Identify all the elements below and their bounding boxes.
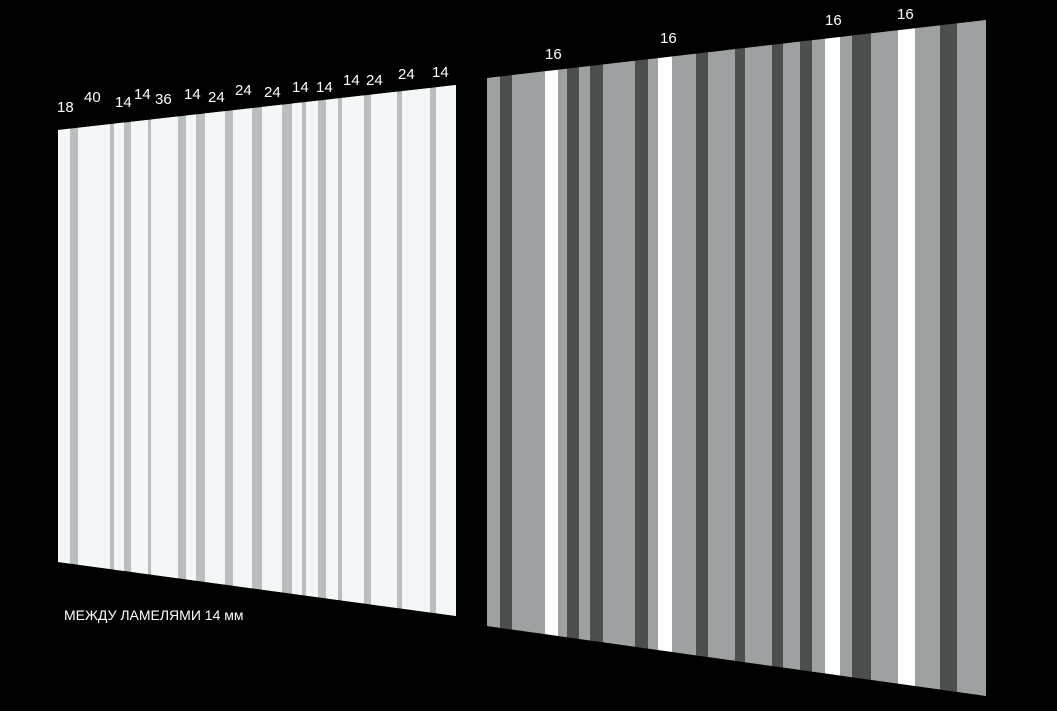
width-label: 14 xyxy=(134,86,151,103)
width-label: 24 xyxy=(398,66,415,83)
left-panel-slat xyxy=(114,122,124,571)
width-label: 14 xyxy=(292,79,309,96)
width-label: 24 xyxy=(235,82,252,99)
right-panel-slat xyxy=(772,43,782,668)
right-panel-slat xyxy=(812,38,825,674)
left-panel-slat xyxy=(78,124,110,570)
left-panel-slat xyxy=(233,108,252,589)
left-panel-slat xyxy=(371,91,397,608)
width-label: 24 xyxy=(264,84,281,101)
width-label: 40 xyxy=(84,89,101,106)
right-panel-slat xyxy=(735,48,745,663)
right-panel-slat xyxy=(672,53,696,656)
left-panel-slat xyxy=(151,116,178,579)
width-label: 14 xyxy=(432,64,449,81)
right-panel-slat xyxy=(648,58,658,650)
gap-label: 16 xyxy=(897,6,914,23)
right-panel-slat xyxy=(745,44,772,666)
right-panel-gap xyxy=(545,69,558,636)
right-panel-slat xyxy=(487,76,500,628)
left-panel-slat xyxy=(205,111,225,585)
gap-label: 16 xyxy=(825,12,842,29)
left-panel-slat xyxy=(306,100,318,598)
left-panel-slat xyxy=(402,87,430,613)
right-panel-slat xyxy=(567,67,578,639)
left-panel-slat xyxy=(131,119,148,575)
width-label: 24 xyxy=(366,72,383,89)
right-panel-slat xyxy=(500,75,512,630)
left-panel-slat xyxy=(292,102,302,596)
width-label: 18 xyxy=(57,99,74,116)
right-panel-slat xyxy=(940,23,955,692)
left-panel-slat xyxy=(262,104,282,593)
right-panel-gap xyxy=(825,36,840,676)
left-panel-slat xyxy=(436,85,456,616)
right-panel-slat xyxy=(579,66,590,641)
left-panel-slat xyxy=(58,128,70,564)
left-panel-slat xyxy=(342,95,364,604)
right-panel-slat xyxy=(871,30,898,684)
width-label: 14 xyxy=(343,72,360,89)
width-label: 36 xyxy=(155,91,172,108)
right-panel-slat xyxy=(708,49,735,661)
width-label: 14 xyxy=(115,94,132,111)
right-panel-slat xyxy=(800,40,812,672)
gap-label: 16 xyxy=(660,30,677,47)
right-panel-gap xyxy=(658,56,672,652)
right-panel-slat xyxy=(957,20,986,696)
width-label: 24 xyxy=(208,89,225,106)
left-panel-slat xyxy=(326,98,338,600)
left-panel-slat xyxy=(186,114,196,581)
right-panel-slat xyxy=(603,60,635,647)
right-panel-slat xyxy=(840,35,852,678)
right-panel-slat xyxy=(696,52,708,658)
right-panel-slat xyxy=(558,68,567,638)
right-panel-slat xyxy=(783,41,800,670)
spacing-caption: МЕЖДУ ЛАМЕЛЯМИ 14 мм xyxy=(64,607,244,623)
right-panel-slat xyxy=(512,71,545,635)
right-panel-gap xyxy=(898,28,915,687)
width-label: 14 xyxy=(184,86,201,103)
right-panel-slat xyxy=(852,33,870,680)
right-panel-slat xyxy=(915,25,940,690)
right-panel-slat xyxy=(590,64,602,643)
right-panel-slat xyxy=(635,59,647,649)
gap-label: 16 xyxy=(545,46,562,63)
width-label: 14 xyxy=(316,79,333,96)
